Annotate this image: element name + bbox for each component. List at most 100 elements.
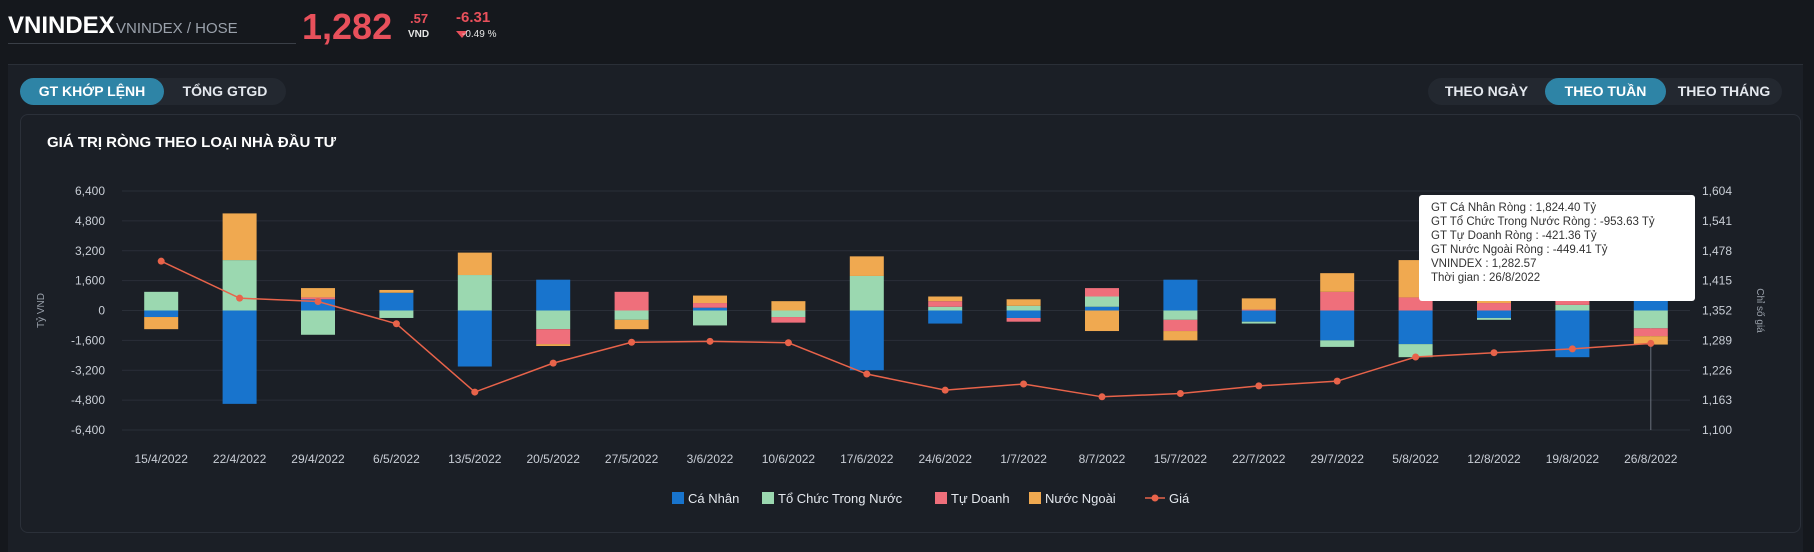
x-tick-label: 15/4/2022 <box>135 452 189 466</box>
bar-segment <box>771 317 806 323</box>
bar-segment <box>693 310 727 326</box>
bar-segment <box>1633 328 1668 337</box>
legend-label: Tổ Chức Trong Nước <box>778 491 903 506</box>
legend-swatch <box>762 492 774 504</box>
price-change: -6.31 <box>456 9 491 26</box>
price-integer: 1,282 <box>302 6 393 47</box>
x-tick-label: 22/7/2022 <box>1232 452 1286 466</box>
y-left-tick-label: 1,600 <box>75 274 105 288</box>
y-right-tick-label: 1,478 <box>1702 244 1732 258</box>
tab-gt-khop-lenh[interactable]: GT KHỚP LỆNH <box>20 78 164 105</box>
x-tick-label: 10/6/2022 <box>762 452 816 466</box>
bar-segment <box>693 303 727 308</box>
bar-segment <box>1320 273 1355 292</box>
x-tick-label: 6/5/2022 <box>373 452 420 466</box>
tab-theo-tuan[interactable]: THEO TUẦN <box>1545 78 1666 105</box>
bar-segment <box>614 291 649 311</box>
bar-segment <box>536 344 571 346</box>
bar-segment <box>1477 310 1511 318</box>
x-tick-label: 27/5/2022 <box>605 452 659 466</box>
price-point <box>549 359 557 367</box>
y-right-tick-label: 1,163 <box>1702 393 1732 407</box>
bar-segment <box>1398 344 1433 358</box>
bar-segment <box>1006 299 1041 306</box>
value-type-toggle: GT KHỚP LỆNH TỔNG GTGD <box>20 78 286 105</box>
y-left-tick-label: 0 <box>98 304 105 318</box>
x-tick-label: 13/5/2022 <box>448 452 502 466</box>
price-point <box>471 388 479 396</box>
chart-tooltip: GT Cá Nhân Ròng : 1,824.40 Tỷ GT Tổ Chức… <box>1419 195 1695 301</box>
tab-theo-thang[interactable]: THEO THÁNG <box>1677 83 1771 99</box>
bar-segment <box>614 319 649 330</box>
bar-segment <box>1320 310 1355 341</box>
price-decimal: .57 <box>410 11 429 26</box>
legend-swatch <box>672 492 684 504</box>
price-point <box>1255 382 1263 390</box>
bar-segment <box>1320 340 1355 347</box>
bar-segment <box>693 295 727 304</box>
bar-segment <box>1085 288 1119 297</box>
price-point <box>236 294 244 302</box>
bar-segment <box>771 310 806 318</box>
bar-segment <box>849 256 884 276</box>
tooltip-line: GT Cá Nhân Ròng : 1,824.40 Tỷ <box>1431 202 1597 214</box>
x-tick-label: 8/7/2022 <box>1079 452 1126 466</box>
y-left-tick-label: 6,400 <box>75 184 105 198</box>
price-line <box>160 260 1651 398</box>
price-point <box>1647 339 1655 347</box>
tab-theo-ngay[interactable]: THEO NGÀY <box>1444 83 1529 99</box>
bar-segment <box>1085 310 1119 332</box>
price-point <box>863 370 871 378</box>
price-point <box>941 386 949 394</box>
bar-segment <box>928 306 963 311</box>
bar-segment <box>1163 331 1198 341</box>
y-left-tick-label: -4,800 <box>71 393 105 407</box>
bar-segment <box>457 252 492 276</box>
bar-segment <box>849 275 884 311</box>
legend-label: Cá Nhân <box>688 491 739 506</box>
bar-segment <box>222 213 257 261</box>
price-point <box>314 297 322 305</box>
bar-segment <box>1241 310 1276 322</box>
bar-segment <box>1006 305 1041 311</box>
y-right-tick-label: 1,604 <box>1702 184 1732 198</box>
tooltip-line: GT Tự Doanh Ròng : -421.36 Tỷ <box>1431 230 1597 242</box>
down-arrow-icon <box>456 31 468 38</box>
bar-segment <box>536 329 571 345</box>
bar-segment <box>457 310 492 367</box>
chart-title: GIÁ TRỊ RÒNG THEO LOẠI NHÀ ĐẦU TƯ <box>47 134 337 151</box>
y-right-tick-label: 1,415 <box>1702 274 1732 288</box>
price-point <box>1412 353 1420 361</box>
bar-segment <box>379 292 414 311</box>
price-point <box>157 257 165 265</box>
y-left-tick-label: -6,400 <box>71 423 105 437</box>
bar-segment <box>1633 310 1668 329</box>
tooltip-line: VNINDEX : 1,282.57 <box>1431 258 1537 270</box>
legend-swatch <box>1029 492 1041 504</box>
bar-segment <box>222 260 257 311</box>
legend-line-marker <box>1151 494 1159 502</box>
tab-tong-gtgd[interactable]: TỔNG GTGD <box>182 83 268 99</box>
bar-segment <box>1555 304 1590 311</box>
bar-segment <box>614 310 649 320</box>
bar-segment <box>1241 321 1276 324</box>
bar-segment <box>379 289 414 293</box>
x-tick-label: 1/7/2022 <box>1000 452 1047 466</box>
y-left-tick-label: -3,200 <box>71 363 105 377</box>
header-divider <box>8 43 296 44</box>
bar-segment <box>457 275 492 311</box>
x-tick-label: 22/4/2022 <box>213 452 267 466</box>
bar-segment <box>144 317 179 330</box>
x-tick-label: 26/8/2022 <box>1624 452 1678 466</box>
bar-segment <box>1163 310 1198 320</box>
legend-label: Giá <box>1169 491 1190 506</box>
period-toggle: THEO NGÀY THEO TUẦN THEO THÁNG <box>1428 78 1782 105</box>
bar-segment <box>1477 303 1511 311</box>
bar-segment <box>1085 306 1119 311</box>
bar-segment <box>301 288 335 298</box>
legend-label: Tự Doanh <box>951 491 1010 506</box>
bar-segment <box>1163 279 1198 311</box>
price-point <box>1333 377 1341 385</box>
tooltip-line: GT Tổ Chức Trong Nước Ròng : -953.63 Tỷ <box>1431 216 1655 228</box>
